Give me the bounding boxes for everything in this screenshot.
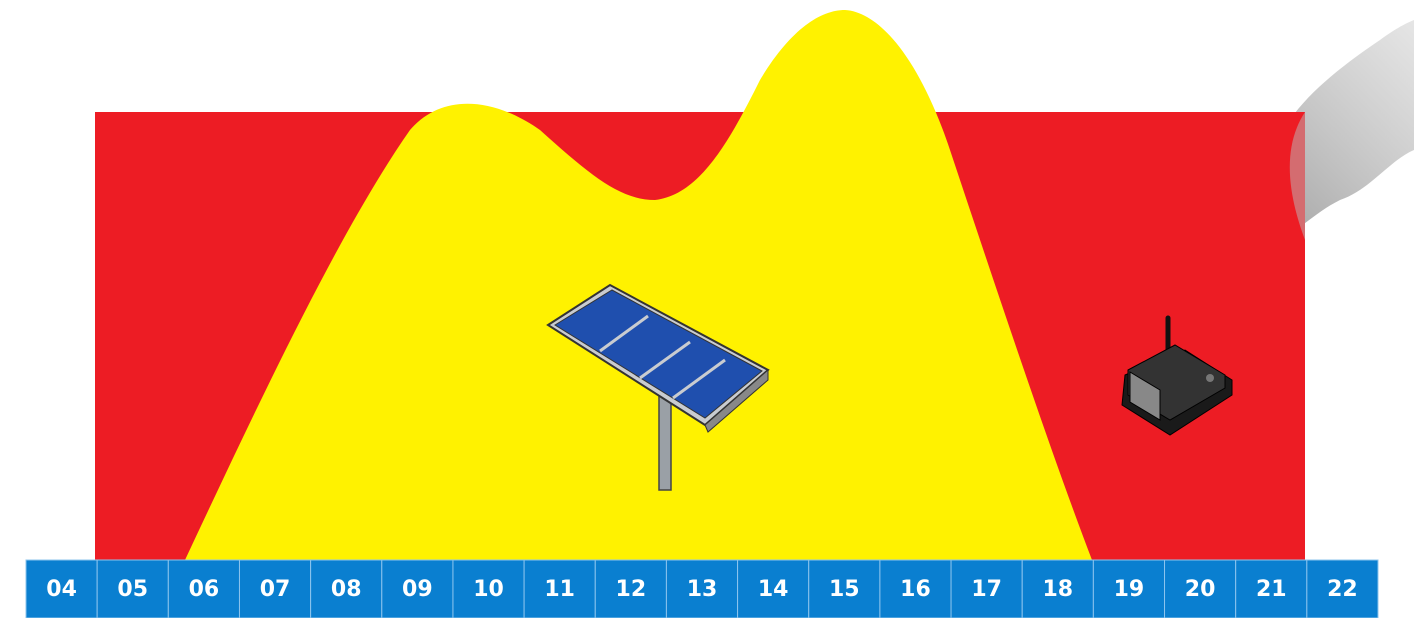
hour-cell — [167, 559, 240, 618]
hour-label: 19 — [1114, 577, 1145, 602]
hour-label: 06 — [189, 577, 220, 602]
hour-cell — [737, 559, 810, 618]
hour-cell — [238, 559, 312, 618]
hour-cell — [665, 559, 739, 618]
hour-cell — [594, 559, 667, 618]
hour-cell — [808, 559, 881, 618]
hour-label: 20 — [1185, 577, 1216, 602]
hour-label: 10 — [473, 577, 504, 602]
hour-label: 12 — [616, 577, 647, 602]
hour-label: 17 — [971, 577, 1002, 602]
hour-label: 15 — [829, 577, 860, 602]
hour-label: 21 — [1256, 577, 1287, 602]
hour-cell — [452, 559, 525, 618]
hour-label: 07 — [260, 577, 291, 602]
hour-label: 11 — [544, 577, 575, 602]
hour-cell — [96, 559, 169, 618]
hour-label: 22 — [1327, 577, 1358, 602]
hour-cell — [523, 559, 596, 618]
solar-output — [185, 10, 1092, 560]
hour-cell — [25, 559, 98, 618]
generator — [1121, 315, 1233, 436]
hour-label: 14 — [758, 577, 789, 602]
hour-cell — [1092, 559, 1166, 618]
hour-cell — [381, 559, 454, 618]
hour-cell — [1306, 559, 1379, 618]
hour-label: 13 — [687, 577, 718, 602]
hour-label: 09 — [402, 577, 433, 602]
smoke-overlap — [1289, 112, 1305, 240]
hour-cell — [879, 559, 952, 618]
hour-cell — [1235, 559, 1308, 618]
hour-label: 04 — [46, 577, 77, 602]
solar-panel — [546, 283, 770, 491]
hour-label: 08 — [331, 577, 362, 602]
timeline: 04 05 06 07 08 09 10 11 12 13 14 15 16 17 18 19 20 21 22 — [25, 559, 1379, 618]
hour-label: 05 — [117, 577, 148, 602]
hour-label: 18 — [1042, 577, 1073, 602]
hour-label: 16 — [900, 577, 931, 602]
